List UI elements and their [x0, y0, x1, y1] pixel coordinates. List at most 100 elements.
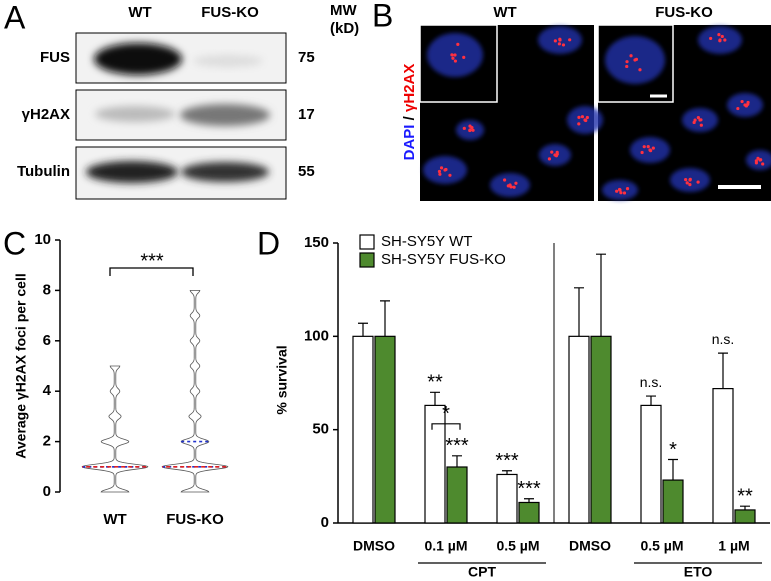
significance-label: **: [737, 485, 753, 507]
focus: [688, 183, 692, 187]
bar: [446, 466, 468, 524]
focus: [453, 59, 458, 63]
panel-label: D: [257, 225, 280, 261]
focus: [547, 157, 552, 161]
focus: [444, 167, 448, 172]
focus: [437, 169, 442, 174]
band: [86, 161, 178, 183]
focus: [462, 126, 466, 130]
focus: [642, 145, 646, 149]
band: [180, 104, 270, 126]
x-tick-label: DMSO: [353, 538, 395, 554]
focus: [580, 115, 585, 119]
bar: [712, 388, 734, 524]
bar: [496, 473, 518, 524]
bar: [374, 335, 396, 524]
inset-frame: [419, 24, 498, 103]
focus: [471, 128, 475, 132]
x-tick-label: DMSO: [569, 538, 611, 554]
y-tick-label: 100: [304, 327, 329, 344]
panel-label: A: [4, 0, 26, 35]
focus: [638, 68, 642, 72]
focus: [688, 177, 692, 181]
error-bar: [380, 300, 390, 337]
focus: [470, 126, 474, 130]
bar: [662, 479, 684, 524]
bar: [590, 335, 612, 524]
stain-label: DAPI / γH2AX: [401, 64, 418, 161]
panel-label: B: [372, 0, 393, 33]
bar: [734, 509, 756, 524]
error-bar: [718, 352, 728, 389]
column-header: WT: [128, 4, 151, 21]
panel-a: A WT FUS-KO MW (kD) FUS γH2AX Tubulin 75…: [4, 0, 359, 200]
significance-label: **: [427, 372, 443, 394]
violin: [161, 290, 229, 493]
column-header: FUS-KO: [655, 4, 713, 21]
focus: [462, 55, 466, 59]
error-bar: [430, 391, 440, 406]
focus: [699, 123, 703, 127]
focus: [759, 158, 763, 162]
focus: [450, 53, 454, 57]
focus: [439, 166, 444, 170]
focus: [557, 42, 562, 46]
focus: [625, 187, 630, 191]
x-tick-label: FUS-KO: [166, 511, 224, 528]
y-tick-label: 0: [321, 514, 329, 531]
error-bar: [596, 253, 606, 337]
focus: [512, 185, 516, 189]
band: [181, 162, 269, 182]
significance-label: n.s.: [712, 331, 735, 347]
y-axis-label: % survival: [274, 345, 290, 414]
x-tick-label: 0.5 µM: [496, 538, 539, 554]
focus: [740, 99, 744, 104]
mw-value: 55: [298, 163, 315, 180]
significance-label: ***: [517, 478, 541, 500]
focus: [684, 178, 688, 182]
focus: [717, 33, 721, 37]
cells: [423, 26, 771, 200]
focus: [651, 146, 655, 150]
comparison-label: *: [442, 403, 450, 425]
bar: [568, 335, 590, 524]
legend-swatch: [359, 234, 375, 250]
focus: [761, 162, 765, 166]
focus: [438, 172, 442, 176]
error-bar: [574, 287, 584, 337]
focus: [553, 39, 557, 43]
focus: [743, 103, 747, 107]
focus: [448, 173, 452, 177]
focus: [456, 42, 460, 46]
focus: [756, 156, 760, 160]
y-tick-label: 150: [304, 234, 329, 251]
focus: [508, 183, 512, 187]
significance-label: n.s.: [640, 374, 663, 390]
y-tick-label: 10: [34, 231, 51, 248]
significance-label: ***: [445, 435, 469, 457]
error-bar: [740, 505, 750, 510]
focus: [468, 128, 472, 133]
x-tick-label: WT: [103, 511, 126, 528]
column-header: FUS-KO: [201, 4, 259, 21]
mw-value: 75: [298, 49, 315, 66]
focus: [709, 36, 713, 41]
error-bar: [452, 455, 462, 467]
y-tick-label: 0: [43, 483, 51, 500]
focus: [718, 39, 722, 43]
focus: [625, 60, 629, 64]
y-tick-label: 4: [43, 382, 52, 399]
panel-b: B WT FUS-KO DAPI / γH2AX: [372, 0, 771, 201]
comparison-bracket: [431, 423, 461, 430]
inset-frame: [597, 24, 674, 103]
error-bar: [524, 498, 534, 503]
focus: [577, 122, 581, 126]
panel-label: C: [3, 225, 26, 261]
focus: [550, 150, 554, 154]
violin: [81, 365, 149, 493]
focus: [577, 115, 581, 119]
focus: [585, 115, 589, 120]
mw-value: 17: [298, 106, 315, 123]
focus: [640, 150, 644, 155]
significance-label: ***: [495, 450, 519, 472]
